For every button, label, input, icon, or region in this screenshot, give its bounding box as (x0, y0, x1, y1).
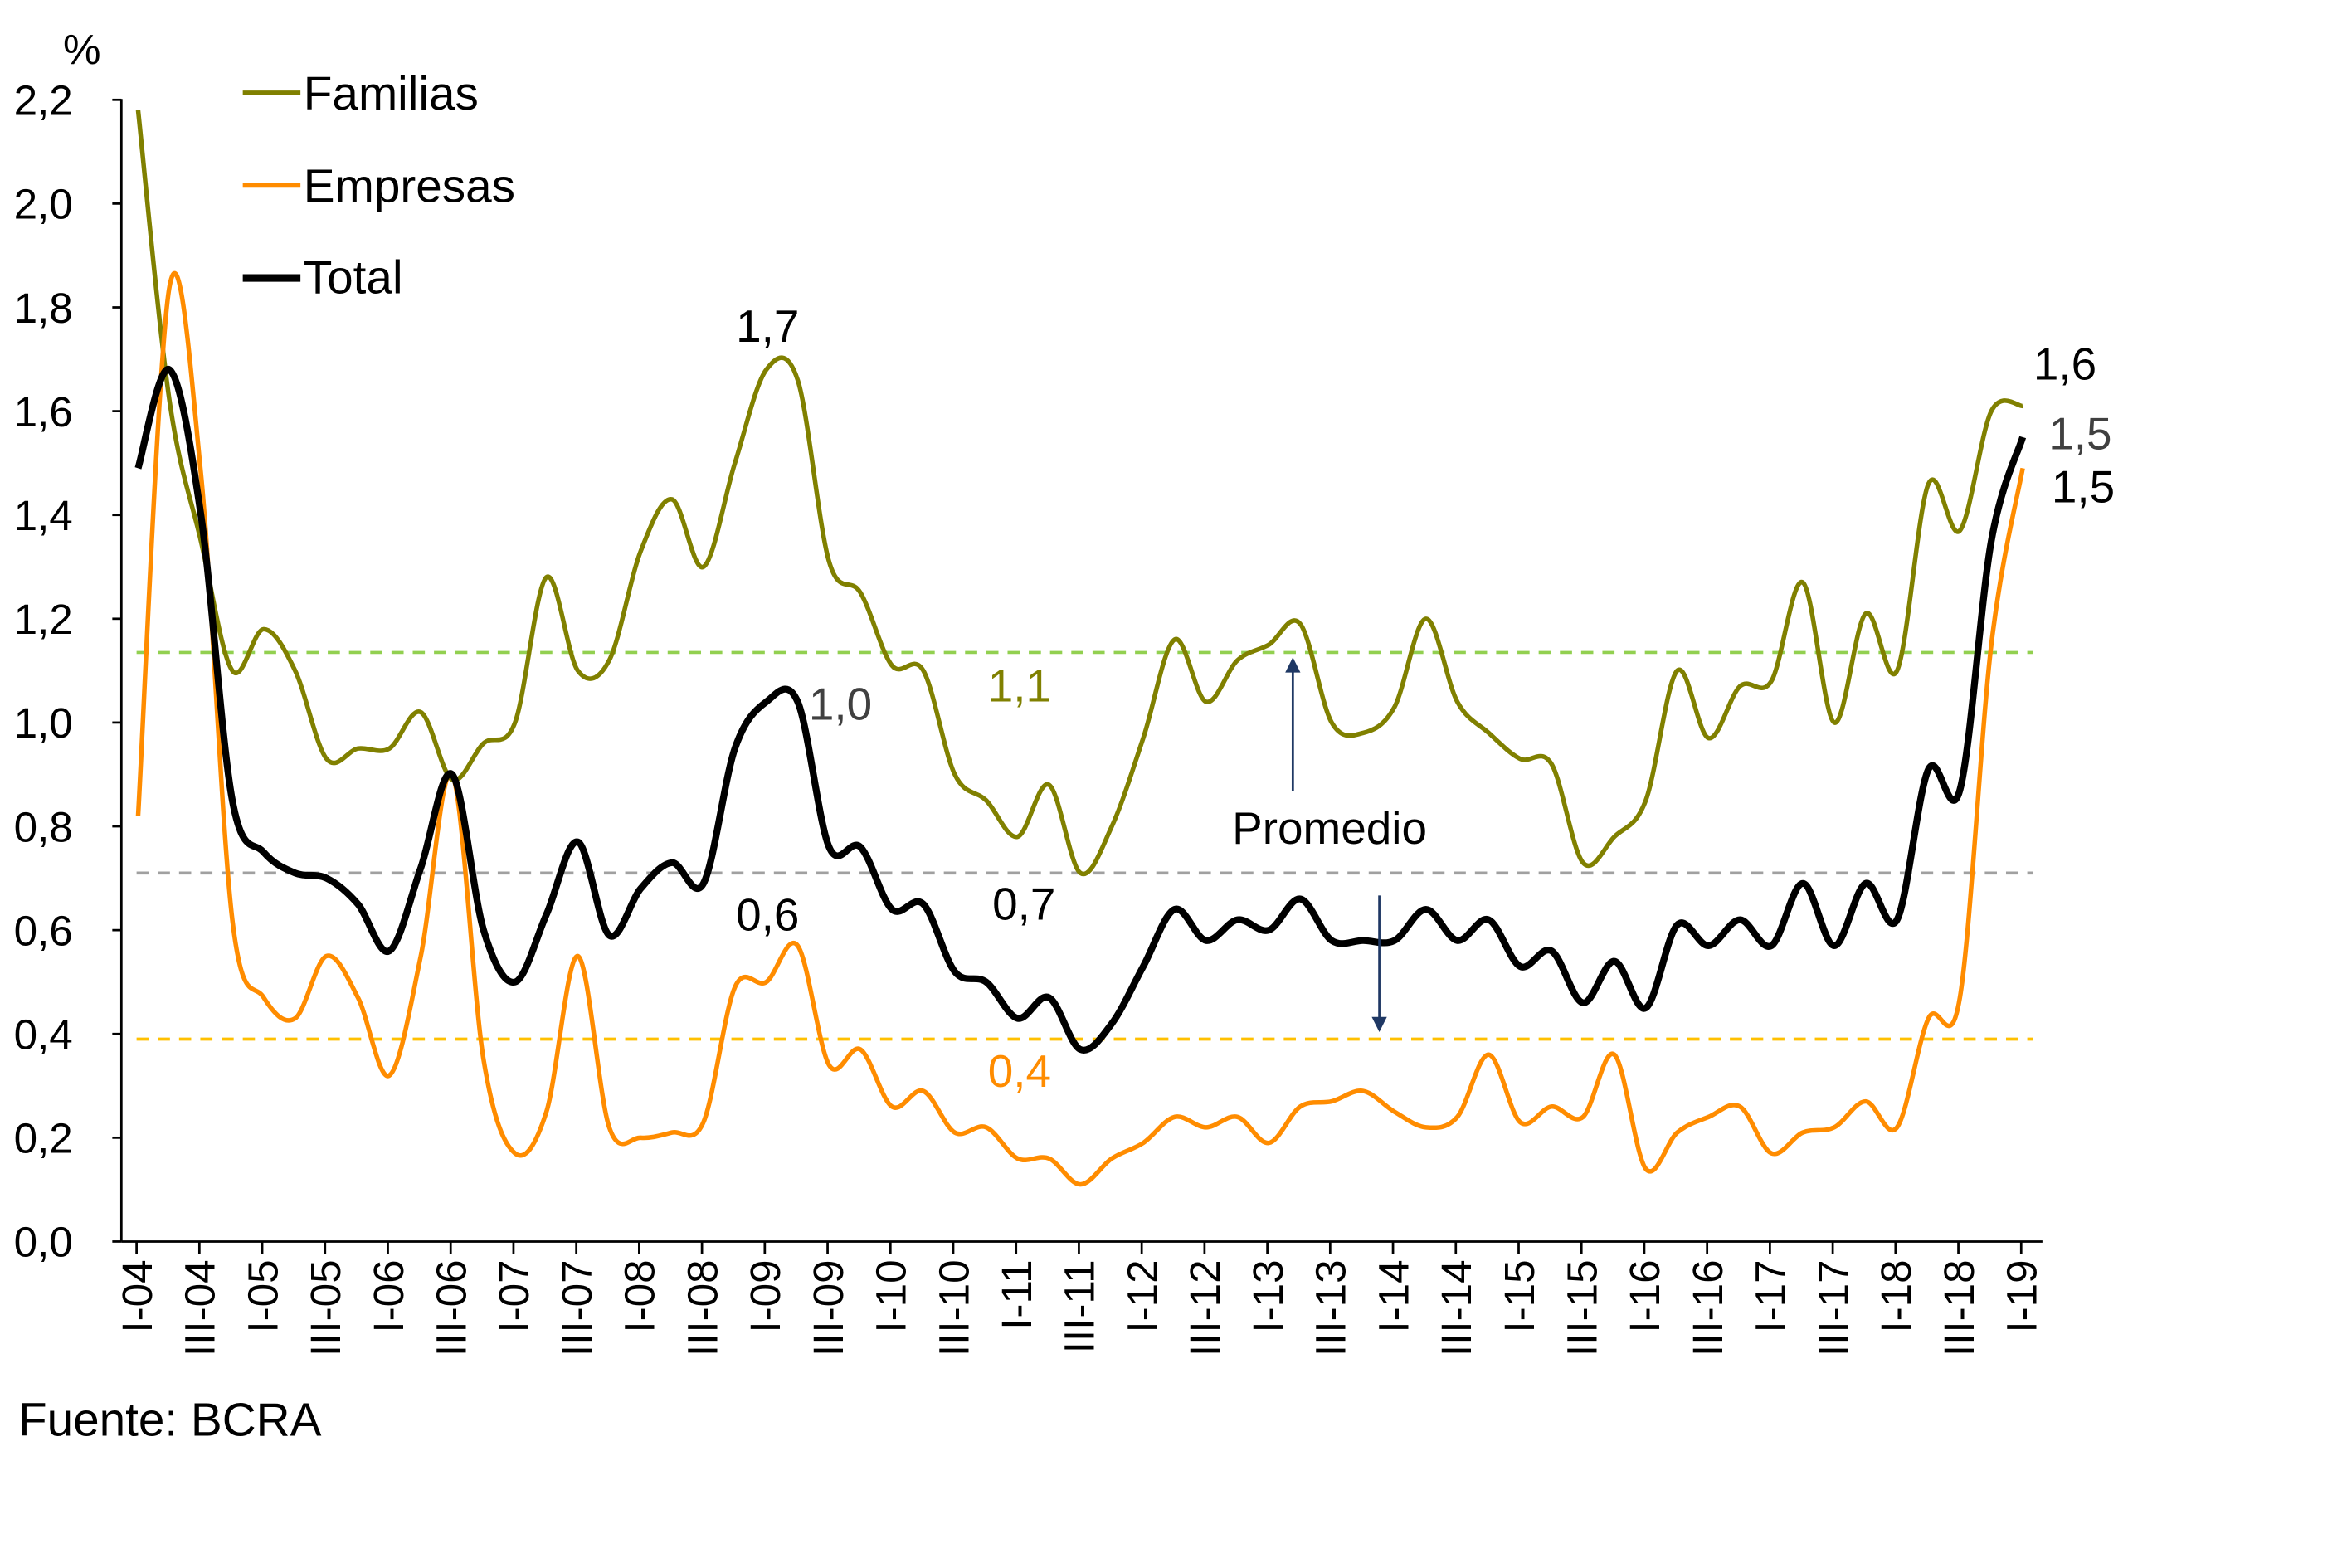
x-tick-label: III-18 (1936, 1259, 1983, 1356)
legend-label-familias: Familias (304, 68, 479, 120)
label-total-peak: 1,0 (809, 678, 872, 729)
y-unit-label: % (63, 26, 101, 73)
label-familias-peak: 1,7 (736, 300, 799, 352)
y-tick-label: 0,2 (14, 1115, 73, 1162)
arrow-down-head-icon (1371, 1016, 1387, 1033)
label-familias-avg: 1,1 (988, 660, 1051, 711)
legend: Familias Empresas Total (242, 68, 515, 304)
y-tick-label: 2,0 (14, 181, 73, 228)
x-tick-label: I-18 (1872, 1259, 1920, 1332)
x-tick-label: III-08 (679, 1259, 726, 1356)
y-tick-label: 0,8 (14, 803, 73, 850)
x-tick-label: III-14 (1433, 1259, 1480, 1356)
label-empresas-avg: 0,4 (988, 1045, 1051, 1097)
legend-label-total: Total (304, 251, 403, 304)
x-tick-label: I-16 (1621, 1259, 1668, 1332)
x-tick-label: I-13 (1244, 1259, 1292, 1332)
x-tick-label: I-10 (868, 1259, 915, 1332)
x-tick-label: III-13 (1307, 1259, 1355, 1356)
y-tick-label: 1,6 (14, 388, 73, 436)
average-lines (136, 650, 2033, 1041)
x-tick-label: I-15 (1496, 1259, 1543, 1332)
x-tick-label: I-14 (1370, 1259, 1417, 1332)
arrow-up-head-icon (1285, 657, 1301, 673)
y-tick-label: 0,4 (14, 1011, 73, 1059)
y-tick-label: 1,0 (14, 699, 73, 747)
x-tick-label: III-10 (930, 1259, 977, 1356)
x-tick-label: III-04 (177, 1259, 224, 1356)
x-tick-label: I-04 (114, 1259, 161, 1332)
x-tick-label: III-11 (1056, 1259, 1103, 1353)
series-lines (134, 110, 2027, 1187)
x-tick-label: I-09 (742, 1259, 789, 1332)
x-tick-label: III-09 (805, 1259, 852, 1356)
series-line-familias (135, 110, 2023, 877)
x-tick-label: I-11 (993, 1259, 1040, 1329)
y-tick-label: 0,6 (14, 907, 73, 954)
y-tick-label: 1,2 (14, 596, 73, 643)
x-ticks: I-04 III-04 I-05 III-05 I-06 III-06 I-07 III-07… (114, 1241, 2046, 1356)
series-line-total (134, 366, 2027, 1054)
x-tick-label: I-05 (239, 1259, 286, 1332)
source-note: Fuente: BCRA (18, 1395, 322, 1447)
y-tick-label: 2,2 (14, 77, 73, 124)
label-familias-last: 1,6 (2033, 338, 2096, 390)
x-tick-label: I-07 (490, 1259, 538, 1332)
label-total-avg: 0,7 (992, 879, 1055, 930)
label-empresas-peak: 0,6 (736, 889, 799, 941)
series-line-empresas (135, 270, 2025, 1187)
x-tick-label: III-17 (1809, 1259, 1857, 1356)
x-tick-label: III-06 (428, 1259, 475, 1356)
x-tick-label: III-05 (302, 1259, 349, 1356)
label-total-last: 1,5 (2048, 408, 2111, 460)
x-tick-label: I-06 (365, 1259, 412, 1332)
x-tick-label: III-16 (1684, 1259, 1731, 1356)
y-ticks: 0,0 0,2 0,4 0,6 0,8 1,0 1,2 1,4 1,6 1,8 2,0 2,2 (14, 77, 122, 1266)
y-tick-label: 0,0 (14, 1219, 73, 1266)
x-tick-label: I-12 (1118, 1259, 1166, 1332)
label-promedio: Promedio (1232, 802, 1427, 854)
x-tick-label: III-15 (1559, 1259, 1606, 1356)
y-tick-label: 1,8 (14, 285, 73, 332)
y-tick-label: 1,4 (14, 492, 73, 539)
x-tick-label: III-07 (553, 1259, 601, 1356)
x-tick-label: I-17 (1747, 1259, 1794, 1332)
x-tick-label: I-19 (1999, 1259, 2046, 1332)
x-tick-label: III-12 (1181, 1259, 1229, 1356)
legend-label-empresas: Empresas (304, 161, 515, 213)
annotations: 1,7 1,0 1,1 0,6 0,7 0,4 1,6 1,5 1,5 Prom… (736, 300, 2115, 1097)
x-tick-label: I-08 (616, 1259, 664, 1332)
label-empresas-last: 1,5 (2052, 461, 2115, 513)
